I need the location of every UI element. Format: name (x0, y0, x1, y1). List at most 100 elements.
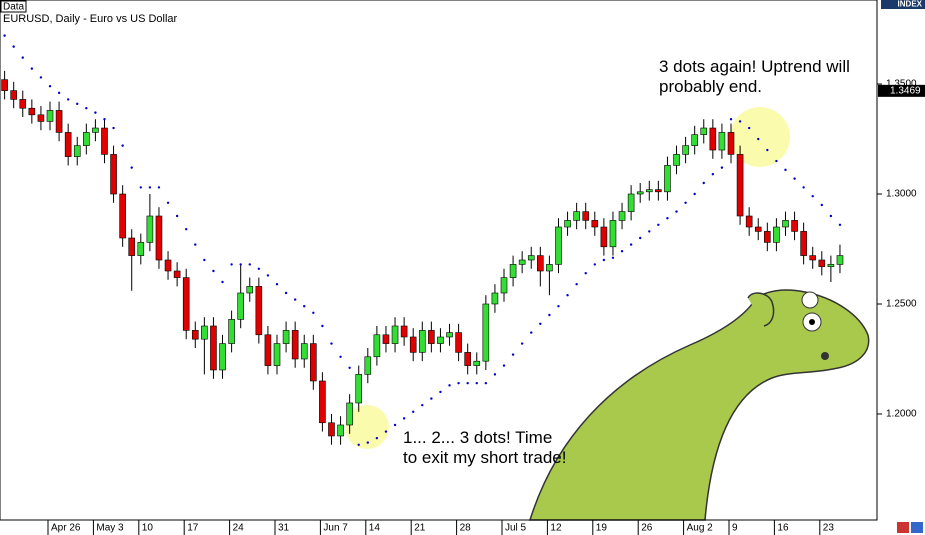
sar-dot (112, 126, 115, 130)
candle-body (64, 132, 72, 157)
sar-dot (439, 390, 442, 394)
sar-dot (275, 282, 279, 286)
sar-dot (757, 137, 760, 141)
sar-dot (448, 384, 451, 387)
candle-body (727, 132, 735, 155)
candle-body (709, 127, 717, 151)
candle-body (119, 193, 126, 239)
sar-dot (620, 250, 624, 253)
candle-body (282, 330, 290, 344)
sar-dot (466, 381, 469, 385)
x-tick-label: 21 (414, 523, 426, 534)
x-tick-label: Aug 2 (687, 523, 714, 534)
sar-dot (348, 366, 351, 369)
sar-dot (175, 214, 179, 218)
candle-body (246, 286, 254, 294)
candle-body (346, 402, 353, 426)
last-price-box (878, 84, 925, 97)
x-tick-label: Apr 26 (51, 523, 81, 534)
candle-body (573, 211, 580, 221)
x-tick-label: 17 (187, 523, 199, 534)
candle-body (773, 226, 780, 243)
candle-body (400, 325, 408, 338)
candle-body (655, 189, 662, 193)
marks (1, 34, 844, 446)
candle-body (455, 332, 462, 353)
sar-dot (203, 258, 206, 262)
candle-body (791, 220, 798, 232)
candle-body (609, 220, 617, 248)
sar-dot (157, 186, 161, 189)
sar-dot (166, 201, 170, 205)
candle-body (736, 154, 744, 217)
sar-dot (357, 443, 360, 446)
candle-body (10, 90, 17, 100)
sar-dot (820, 203, 823, 207)
candle-body (645, 189, 653, 193)
candle-body (219, 343, 226, 371)
candle-body (264, 334, 272, 366)
candle-body (382, 334, 390, 344)
sar-dot (838, 223, 842, 227)
chart-title: EURUSD, Daily - Euro vs US Dollar (3, 13, 178, 25)
sar-dot (430, 397, 433, 400)
candle-body (518, 259, 526, 265)
sar-dot (684, 201, 687, 205)
sar-dot (312, 311, 315, 314)
index-box (881, 0, 925, 9)
highlight-circle (730, 107, 790, 167)
candle-body (191, 330, 199, 340)
sar-dot (57, 91, 61, 95)
candle-body (364, 356, 372, 375)
sar-dot (702, 181, 705, 185)
sar-dot (502, 364, 506, 367)
candle-body (37, 114, 45, 122)
sar-dot (266, 274, 270, 277)
corner-icon (897, 522, 909, 533)
candle-body (491, 292, 499, 305)
candle-body (101, 127, 108, 155)
sar-dot (793, 177, 796, 180)
candle-body (745, 215, 753, 228)
candle-body (391, 325, 399, 344)
candle-body (782, 220, 789, 228)
sar-dot (85, 107, 88, 110)
sar-dot (375, 436, 379, 440)
candle-body (146, 215, 154, 243)
sar-dot (711, 173, 715, 176)
sar-dot (738, 120, 742, 123)
sar-dot (475, 381, 478, 385)
candle-body (19, 99, 27, 109)
candle-body (92, 127, 99, 133)
sar-dot (194, 243, 197, 246)
sar-dot (330, 342, 333, 345)
sar-dot (557, 304, 560, 308)
candle-body (809, 255, 817, 261)
corner-icon (911, 522, 923, 533)
sar-dot (393, 423, 397, 427)
sar-dot (530, 331, 533, 334)
sar-dot (402, 417, 406, 420)
sar-dot (566, 293, 569, 297)
candle-body (291, 330, 299, 360)
sar-dot (784, 168, 787, 172)
dino-body (528, 289, 870, 521)
candle-body (627, 193, 635, 212)
sar-dot (593, 263, 596, 266)
candle-body (673, 154, 680, 166)
candle-body (682, 145, 689, 155)
sar-dot (30, 67, 34, 70)
annotation: 1... 2... 3 dots! Time to exit my short … (403, 428, 567, 467)
candle-body (55, 110, 63, 133)
sar-dot (239, 263, 242, 266)
header-box (0, 0, 27, 13)
candle-body (28, 107, 36, 116)
candle-body (827, 264, 835, 267)
sar-dot (520, 342, 524, 345)
sar-dot (293, 298, 297, 301)
sar-dot (493, 373, 497, 376)
candle-body (418, 330, 426, 353)
candle-body (700, 127, 708, 135)
